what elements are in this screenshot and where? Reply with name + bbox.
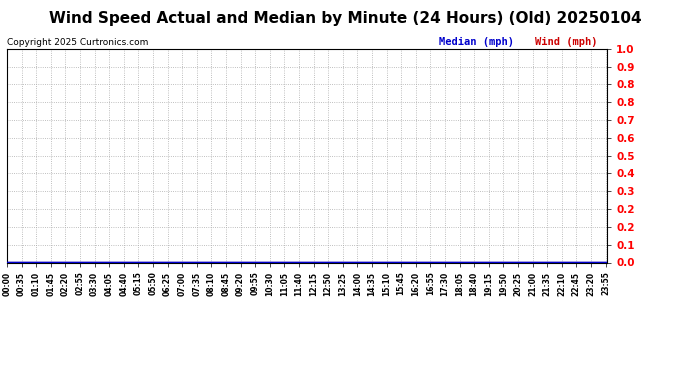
Text: Wind Speed Actual and Median by Minute (24 Hours) (Old) 20250104: Wind Speed Actual and Median by Minute (… xyxy=(49,11,641,26)
Text: Median (mph): Median (mph) xyxy=(439,37,514,46)
Text: Copyright 2025 Curtronics.com: Copyright 2025 Curtronics.com xyxy=(7,38,148,46)
Text: Wind (mph): Wind (mph) xyxy=(535,37,598,46)
